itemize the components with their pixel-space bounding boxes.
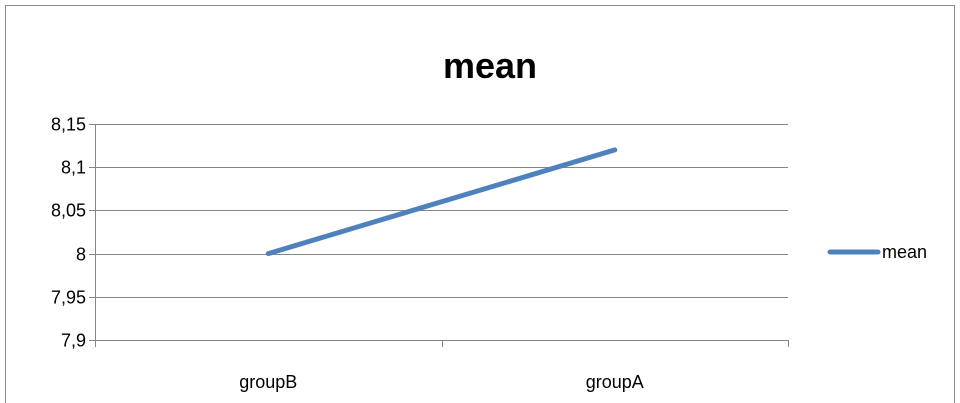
- y-tick-label: 8,1: [61, 158, 86, 178]
- legend: mean: [827, 242, 927, 262]
- x-axis-labels: groupB groupA: [239, 372, 644, 392]
- y-tick-label: 7,95: [51, 288, 86, 308]
- legend-label: mean: [882, 242, 927, 262]
- chart-frame: [5, 5, 955, 403]
- chart-title: mean: [443, 45, 537, 86]
- series-line-mean: [265, 147, 618, 257]
- y-tick-label: 8,15: [51, 115, 86, 135]
- axes: [95, 124, 789, 347]
- y-axis-labels: 7,9 7,95 8 8,05 8,1 8,15: [51, 115, 86, 351]
- series-lines: [265, 147, 618, 257]
- x-tick-label: groupB: [239, 372, 297, 392]
- y-tick-label: 8,05: [51, 201, 86, 221]
- gridlines: [89, 124, 788, 341]
- y-tick-label: 8: [76, 245, 86, 265]
- x-tick-label: groupA: [586, 372, 644, 392]
- y-tick-label: 7,9: [61, 331, 86, 351]
